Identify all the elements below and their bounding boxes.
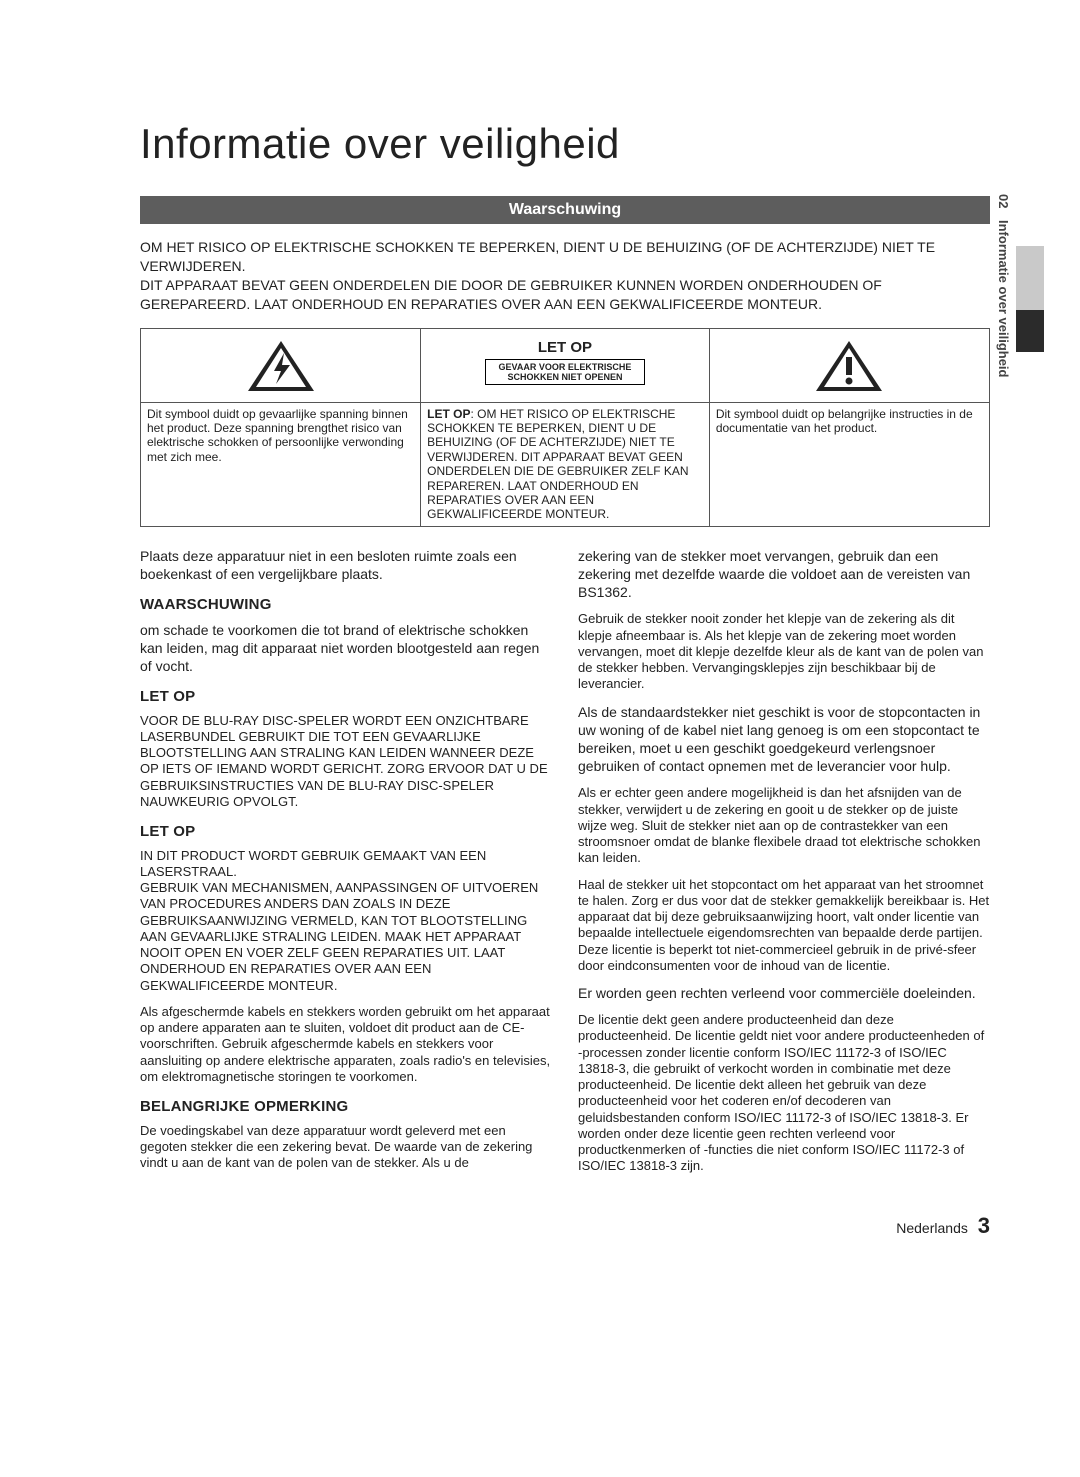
left-p3: VOOR DE BLU-RAY DISC-SPELER WORDT EEN ON… <box>140 713 552 811</box>
letop-subtitle: GEVAAR VOOR ELEKTRISCHE SCHOKKEN NIET OP… <box>485 359 645 386</box>
footer-page-number: 3 <box>978 1213 990 1238</box>
chapter-label: Informatie over veiligheid <box>996 220 1011 378</box>
page-footer: Nederlands 3 <box>140 1213 990 1239</box>
right-p5: Haal de stekker uit het stopcontact om h… <box>578 877 990 975</box>
safety-symbol-table: LET OP GEVAAR VOOR ELEKTRISCHE SCHOKKEN … <box>140 328 990 527</box>
intro-line-1: OM HET RISICO OP ELEKTRISCHE SCHOKKEN TE… <box>140 239 935 274</box>
letop-bold: LET OP <box>427 407 470 421</box>
right-column: zekering van de stekker moet vervangen, … <box>578 547 990 1185</box>
left-p6: De voedingskabel van deze apparatuur wor… <box>140 1123 552 1172</box>
chapter-number: 02 <box>996 194 1011 208</box>
letop-center-cell: LET OP GEVAAR VOOR ELEKTRISCHE SCHOKKEN … <box>421 328 710 402</box>
left-p2: om schade te voorkomen die tot brand of … <box>140 621 552 676</box>
letop-rest: : OM HET RISICO OP ELEKTRISCHE SCHOKKEN … <box>427 407 688 522</box>
right-p4: Als er echter geen andere mogelijkheid i… <box>578 785 990 866</box>
intro-paragraph: OM HET RISICO OP ELEKTRISCHE SCHOKKEN TE… <box>140 238 990 314</box>
letop-title: LET OP <box>485 339 645 359</box>
right-p3: Als de standaardstekker niet geschikt is… <box>578 703 990 776</box>
footer-language: Nederlands <box>896 1220 968 1236</box>
intro-line-2: DIT APPARAAT BEVAT GEEN ONDERDELEN DIE D… <box>140 277 882 312</box>
right-p1: zekering van de stekker moet vervangen, … <box>578 547 990 602</box>
chapter-side-tab: 02 Informatie over veiligheid <box>996 192 1044 772</box>
instruction-symbol-text: Dit symbool duidt op belangrijke instruc… <box>709 402 989 526</box>
left-p4: IN DIT PRODUCT WORDT GEBRUIK GEMAAKT VAN… <box>140 848 552 994</box>
instruction-symbol-cell <box>709 328 989 402</box>
right-p7: De licentie dekt geen andere producteenh… <box>578 1012 990 1175</box>
left-column: Plaats deze apparatuur niet in een beslo… <box>140 547 552 1185</box>
voltage-triangle-icon <box>246 339 316 394</box>
left-p5: Als afgeschermde kabels en stekkers word… <box>140 1004 552 1085</box>
page-title: Informatie over veiligheid <box>140 120 990 168</box>
right-p6: Er worden geen rechten verleend voor com… <box>578 984 990 1002</box>
warning-heading-bar: Waarschuwing <box>140 196 990 224</box>
left-h3: LET OP <box>140 822 552 842</box>
left-p1: Plaats deze apparatuur niet in een beslo… <box>140 547 552 583</box>
left-h4: BELANGRIJKE OPMERKING <box>140 1097 552 1117</box>
exclamation-triangle-icon <box>814 339 884 394</box>
voltage-symbol-text: Dit symbool duidt op gevaarlijke spannin… <box>141 402 421 526</box>
letop-center-text: LET OP: OM HET RISICO OP ELEKTRISCHE SCH… <box>421 402 710 526</box>
left-h1: WAARSCHUWING <box>140 595 552 615</box>
left-h2: LET OP <box>140 687 552 707</box>
right-p2: Gebruik de stekker nooit zonder het klep… <box>578 611 990 692</box>
voltage-symbol-cell <box>141 328 421 402</box>
